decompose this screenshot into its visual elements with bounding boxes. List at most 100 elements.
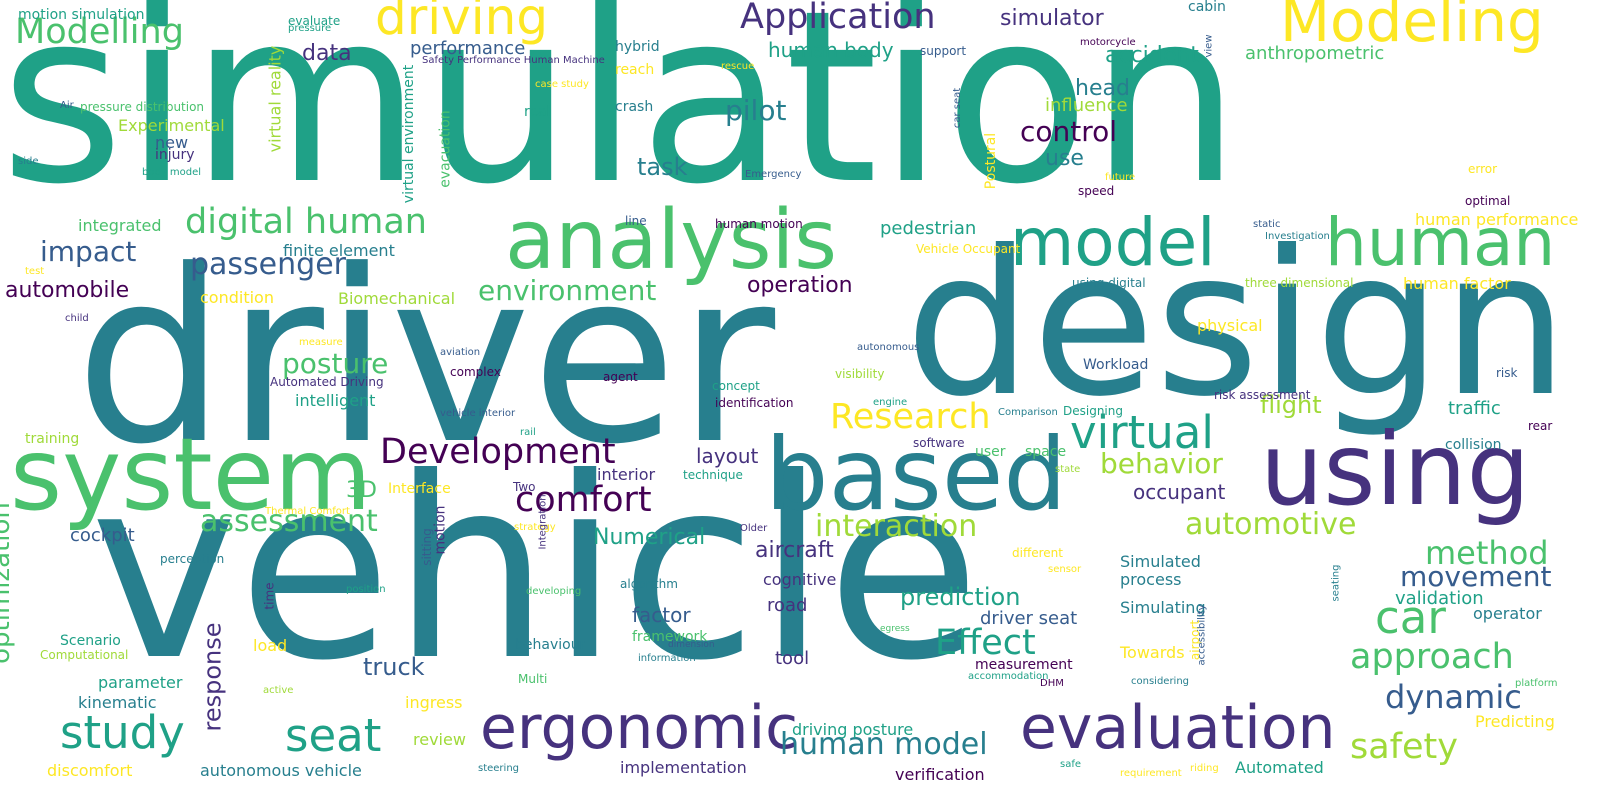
word-sitting: sitting xyxy=(419,528,434,566)
word-development: Development xyxy=(380,432,616,472)
word-layout: layout xyxy=(696,444,759,468)
word-information: information xyxy=(638,653,696,664)
word-model: model xyxy=(1010,204,1216,281)
word-state: state xyxy=(1055,464,1081,475)
word-safe: safe xyxy=(1060,759,1082,770)
word-integrated: integrated xyxy=(78,216,162,235)
word-influence: influence xyxy=(1045,95,1128,116)
word-method: method xyxy=(1425,534,1549,572)
word-postural: Postural xyxy=(983,132,1000,190)
word-multi: Multi xyxy=(518,672,548,686)
word-posture: posture xyxy=(282,347,389,380)
word-seat: seat xyxy=(285,709,382,762)
word-emergency: Emergency xyxy=(745,169,802,180)
word-dynamic: dynamic xyxy=(1385,678,1522,716)
word-active: active xyxy=(263,685,294,696)
word-modeling: Modeling xyxy=(1280,0,1544,55)
word-autonomous: autonomous xyxy=(857,342,920,353)
word-discomfort: discomfort xyxy=(47,761,133,780)
word-car: car xyxy=(1375,591,1446,644)
word-condition: condition xyxy=(200,288,274,307)
word-using: using xyxy=(1260,411,1531,528)
word-driver: driver xyxy=(75,220,776,497)
word-cognitive: cognitive xyxy=(763,570,837,589)
word-task: task xyxy=(637,153,688,181)
word-analysis: analysis xyxy=(505,193,838,288)
word-autonomous-vehicle: autonomous vehicle xyxy=(200,761,362,780)
word-crash: crash xyxy=(615,99,654,115)
word-modelling: Modelling xyxy=(15,12,184,52)
word-automated-driving: Automated Driving xyxy=(270,375,384,389)
word-engine: engine xyxy=(873,397,908,408)
word-different: different xyxy=(1012,546,1063,560)
word-safety: safety xyxy=(1350,727,1458,767)
word-egress: egress xyxy=(880,624,910,634)
word-requirement: requirement xyxy=(1120,768,1182,779)
word-rail: rail xyxy=(520,427,536,438)
word-user: user xyxy=(975,444,1006,460)
word-test: test xyxy=(25,266,45,277)
word-aviation: aviation xyxy=(440,347,481,358)
word-automobile: automobile xyxy=(5,278,130,303)
word-future: future xyxy=(1105,172,1136,183)
word-implementation: implementation xyxy=(620,758,747,777)
word-line: line xyxy=(625,214,647,228)
word-designing: Designing xyxy=(1063,404,1123,418)
word-static: static xyxy=(1253,219,1281,230)
word-steering: steering xyxy=(478,763,520,774)
word-pressure: pressure xyxy=(288,23,332,34)
word-automotive: automotive xyxy=(1185,507,1357,542)
word-motion-simulation: motion simulation xyxy=(18,7,145,23)
word-simulating: Simulating xyxy=(1120,598,1206,617)
word-design: design xyxy=(905,208,1569,441)
word-accessibility: accessibility xyxy=(1196,604,1208,666)
word-passenger: passenger xyxy=(190,247,346,282)
word-investigation: Investigation xyxy=(1265,231,1330,242)
word-operation: operation xyxy=(747,273,853,298)
word-movement: movement xyxy=(1400,560,1552,593)
word-prediction: prediction xyxy=(900,583,1021,611)
word-concept: concept xyxy=(712,379,760,393)
word-real: real xyxy=(524,104,551,120)
word-flight: flight xyxy=(1260,391,1322,419)
word-visibility: visibility xyxy=(835,367,885,381)
word-towards: Towards xyxy=(1120,643,1185,662)
word-air: Air xyxy=(60,100,74,111)
word-process: process xyxy=(1120,570,1182,589)
word-driving-posture: driving posture xyxy=(792,720,914,739)
word-review: review xyxy=(413,730,466,749)
word-injury: injury xyxy=(155,147,195,163)
word-predicting: Predicting xyxy=(1475,712,1555,731)
word-finite-element: finite element xyxy=(283,241,395,260)
word-strategy: strategy xyxy=(514,522,556,533)
word-motion: motion xyxy=(432,505,449,555)
word-numerical: Numerical xyxy=(593,525,706,550)
word-application: Application xyxy=(740,0,936,37)
word-collision: collision xyxy=(1445,437,1502,453)
word-assessment: assessment xyxy=(200,504,378,539)
word-using-digital: using digital xyxy=(1072,276,1146,290)
word-interaction: interaction xyxy=(815,509,978,544)
word-virtual: virtual xyxy=(1070,406,1214,459)
word-virtual-environment: virtual environment xyxy=(401,64,418,204)
word-rescue: rescue xyxy=(721,61,755,72)
word-occupant: occupant xyxy=(1133,480,1226,504)
word-physical: physical xyxy=(1197,316,1263,335)
word-experimental: Experimental xyxy=(118,116,225,135)
word-hybrid: hybrid xyxy=(615,39,660,55)
word-behavior: behavior xyxy=(1100,447,1223,480)
word-seating: seating xyxy=(1330,564,1342,602)
word-measure: measure xyxy=(299,337,343,348)
word-complex: complex xyxy=(450,365,501,379)
word-parameter: parameter xyxy=(98,673,183,692)
word-pilot: pilot xyxy=(725,94,787,127)
word-developing: developing xyxy=(526,586,582,597)
word-thermal-comfort: Thermal Comfort xyxy=(265,506,350,517)
word-impact: impact xyxy=(40,235,137,268)
word-research: Research xyxy=(830,397,991,437)
word-interface: Interface xyxy=(388,481,451,497)
word-vehicle-interior: vehicle interior xyxy=(440,408,516,419)
word-software: software xyxy=(913,436,965,450)
word-virtual-reality: virtual reality xyxy=(265,45,285,153)
